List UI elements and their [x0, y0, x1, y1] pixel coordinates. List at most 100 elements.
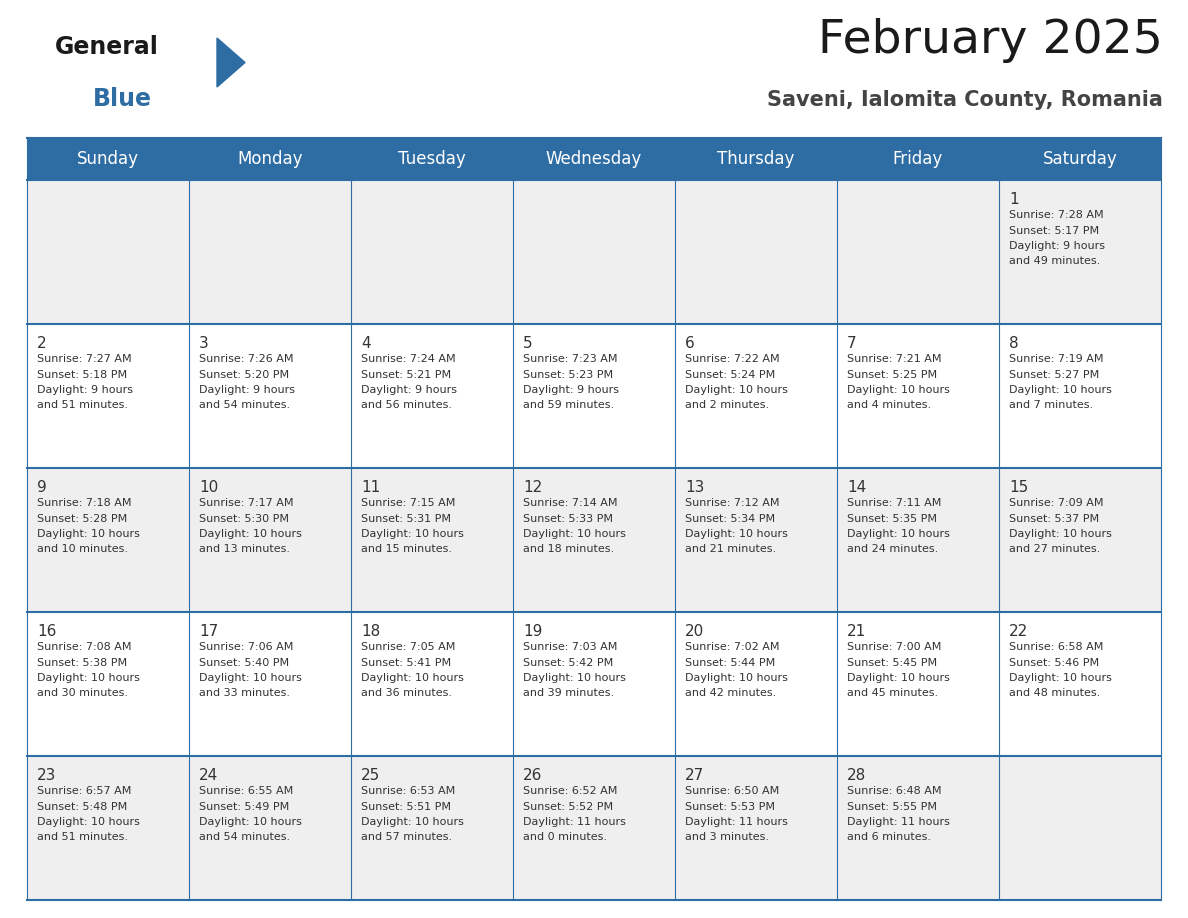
Text: Sunrise: 7:00 AM: Sunrise: 7:00 AM: [847, 642, 941, 652]
Text: Sunset: 5:52 PM: Sunset: 5:52 PM: [523, 801, 613, 812]
Text: Sunrise: 7:28 AM: Sunrise: 7:28 AM: [1009, 210, 1104, 220]
Text: and 56 minutes.: and 56 minutes.: [361, 400, 451, 410]
Text: and 27 minutes.: and 27 minutes.: [1009, 544, 1100, 554]
Text: Daylight: 10 hours: Daylight: 10 hours: [361, 673, 463, 683]
Text: and 21 minutes.: and 21 minutes.: [685, 544, 776, 554]
Text: Daylight: 10 hours: Daylight: 10 hours: [685, 673, 788, 683]
Text: Sunday: Sunday: [77, 150, 139, 168]
Text: and 18 minutes.: and 18 minutes.: [523, 544, 614, 554]
Text: Sunrise: 7:27 AM: Sunrise: 7:27 AM: [37, 354, 132, 364]
Text: and 30 minutes.: and 30 minutes.: [37, 688, 128, 699]
Text: Daylight: 10 hours: Daylight: 10 hours: [523, 529, 626, 539]
Text: 11: 11: [361, 480, 380, 495]
Text: and 45 minutes.: and 45 minutes.: [847, 688, 939, 699]
Text: Wednesday: Wednesday: [545, 150, 643, 168]
Text: Blue: Blue: [93, 87, 152, 111]
Text: Saturday: Saturday: [1043, 150, 1118, 168]
Text: 17: 17: [200, 624, 219, 639]
Text: Sunrise: 7:08 AM: Sunrise: 7:08 AM: [37, 642, 132, 652]
Text: Daylight: 9 hours: Daylight: 9 hours: [200, 385, 295, 395]
Text: Daylight: 10 hours: Daylight: 10 hours: [361, 817, 463, 827]
Bar: [27, 324, 1161, 468]
Text: Daylight: 10 hours: Daylight: 10 hours: [200, 673, 302, 683]
Text: 24: 24: [200, 768, 219, 783]
Text: Sunset: 5:33 PM: Sunset: 5:33 PM: [523, 513, 613, 523]
Text: Daylight: 9 hours: Daylight: 9 hours: [37, 385, 133, 395]
Text: and 7 minutes.: and 7 minutes.: [1009, 400, 1093, 410]
Text: 5: 5: [523, 336, 532, 351]
Text: Thursday: Thursday: [718, 150, 795, 168]
Text: Daylight: 10 hours: Daylight: 10 hours: [37, 673, 140, 683]
Text: Sunset: 5:30 PM: Sunset: 5:30 PM: [200, 513, 289, 523]
Text: 10: 10: [200, 480, 219, 495]
Text: Sunrise: 7:17 AM: Sunrise: 7:17 AM: [200, 498, 293, 508]
Text: Sunset: 5:23 PM: Sunset: 5:23 PM: [523, 370, 613, 379]
Text: Sunset: 5:35 PM: Sunset: 5:35 PM: [847, 513, 937, 523]
Text: Daylight: 10 hours: Daylight: 10 hours: [1009, 673, 1112, 683]
Text: Daylight: 11 hours: Daylight: 11 hours: [523, 817, 626, 827]
Text: Daylight: 10 hours: Daylight: 10 hours: [200, 529, 302, 539]
Text: and 48 minutes.: and 48 minutes.: [1009, 688, 1100, 699]
Text: Daylight: 11 hours: Daylight: 11 hours: [685, 817, 788, 827]
Text: Daylight: 10 hours: Daylight: 10 hours: [847, 385, 950, 395]
Bar: [27, 756, 1161, 900]
Text: and 54 minutes.: and 54 minutes.: [200, 400, 290, 410]
Text: Sunrise: 7:09 AM: Sunrise: 7:09 AM: [1009, 498, 1104, 508]
Text: Sunset: 5:55 PM: Sunset: 5:55 PM: [847, 801, 937, 812]
Text: General: General: [55, 35, 159, 59]
Text: 6: 6: [685, 336, 695, 351]
Text: Sunset: 5:45 PM: Sunset: 5:45 PM: [847, 657, 937, 667]
Text: Sunrise: 6:53 AM: Sunrise: 6:53 AM: [361, 786, 455, 796]
Text: Daylight: 10 hours: Daylight: 10 hours: [37, 817, 140, 827]
Text: Sunset: 5:34 PM: Sunset: 5:34 PM: [685, 513, 775, 523]
Text: Sunrise: 6:58 AM: Sunrise: 6:58 AM: [1009, 642, 1104, 652]
Text: and 13 minutes.: and 13 minutes.: [200, 544, 290, 554]
Text: Sunset: 5:27 PM: Sunset: 5:27 PM: [1009, 370, 1099, 379]
Text: Daylight: 10 hours: Daylight: 10 hours: [1009, 385, 1112, 395]
Text: and 2 minutes.: and 2 minutes.: [685, 400, 769, 410]
Bar: [27, 138, 1161, 180]
Bar: [27, 468, 1161, 612]
Text: Sunrise: 6:52 AM: Sunrise: 6:52 AM: [523, 786, 618, 796]
Text: Sunrise: 7:26 AM: Sunrise: 7:26 AM: [200, 354, 293, 364]
Text: 4: 4: [361, 336, 371, 351]
Text: Sunset: 5:24 PM: Sunset: 5:24 PM: [685, 370, 776, 379]
Text: Daylight: 9 hours: Daylight: 9 hours: [523, 385, 619, 395]
Text: 23: 23: [37, 768, 56, 783]
Text: 3: 3: [200, 336, 209, 351]
Text: Sunrise: 6:50 AM: Sunrise: 6:50 AM: [685, 786, 779, 796]
Text: Sunset: 5:48 PM: Sunset: 5:48 PM: [37, 801, 127, 812]
Text: Saveni, Ialomita County, Romania: Saveni, Ialomita County, Romania: [767, 90, 1163, 110]
Text: Sunrise: 7:05 AM: Sunrise: 7:05 AM: [361, 642, 455, 652]
Text: 7: 7: [847, 336, 857, 351]
Text: Sunrise: 7:11 AM: Sunrise: 7:11 AM: [847, 498, 941, 508]
Text: Sunset: 5:51 PM: Sunset: 5:51 PM: [361, 801, 451, 812]
Bar: [27, 612, 1161, 756]
Text: Friday: Friday: [893, 150, 943, 168]
Text: Daylight: 10 hours: Daylight: 10 hours: [200, 817, 302, 827]
Text: 16: 16: [37, 624, 56, 639]
Bar: [27, 180, 1161, 324]
Text: Sunrise: 6:48 AM: Sunrise: 6:48 AM: [847, 786, 942, 796]
Text: 26: 26: [523, 768, 543, 783]
Text: 12: 12: [523, 480, 542, 495]
Text: Daylight: 10 hours: Daylight: 10 hours: [523, 673, 626, 683]
Text: Monday: Monday: [238, 150, 303, 168]
Text: Sunset: 5:20 PM: Sunset: 5:20 PM: [200, 370, 289, 379]
Text: Sunset: 5:44 PM: Sunset: 5:44 PM: [685, 657, 776, 667]
Text: and 3 minutes.: and 3 minutes.: [685, 833, 769, 843]
Text: and 6 minutes.: and 6 minutes.: [847, 833, 931, 843]
Text: Daylight: 10 hours: Daylight: 10 hours: [685, 385, 788, 395]
Text: Sunrise: 7:02 AM: Sunrise: 7:02 AM: [685, 642, 779, 652]
Text: Daylight: 10 hours: Daylight: 10 hours: [685, 529, 788, 539]
Text: Sunrise: 6:57 AM: Sunrise: 6:57 AM: [37, 786, 132, 796]
Text: Sunset: 5:40 PM: Sunset: 5:40 PM: [200, 657, 289, 667]
Text: and 24 minutes.: and 24 minutes.: [847, 544, 939, 554]
Text: Daylight: 11 hours: Daylight: 11 hours: [847, 817, 950, 827]
Text: Sunset: 5:53 PM: Sunset: 5:53 PM: [685, 801, 775, 812]
Text: and 36 minutes.: and 36 minutes.: [361, 688, 451, 699]
Text: Sunset: 5:28 PM: Sunset: 5:28 PM: [37, 513, 127, 523]
Text: 22: 22: [1009, 624, 1029, 639]
Text: and 42 minutes.: and 42 minutes.: [685, 688, 776, 699]
Text: Sunrise: 7:18 AM: Sunrise: 7:18 AM: [37, 498, 132, 508]
